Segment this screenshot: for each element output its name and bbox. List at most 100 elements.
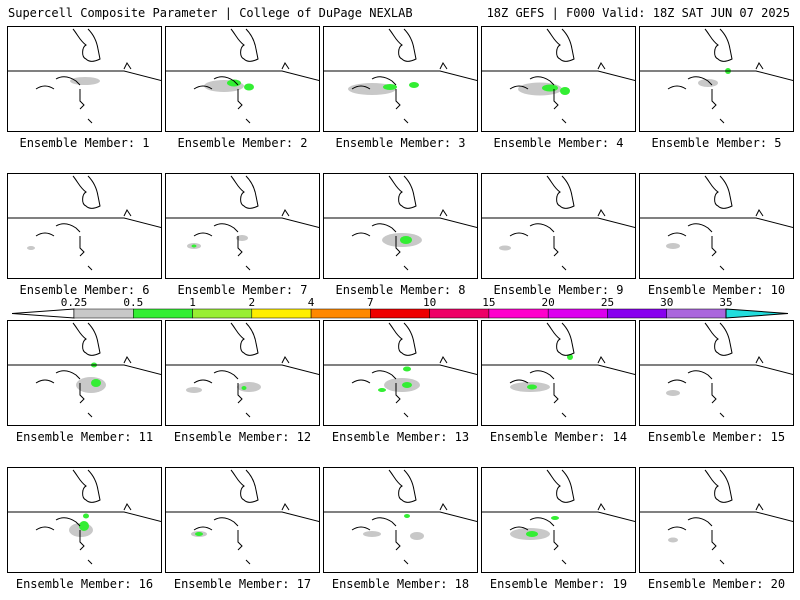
scp-1-2 xyxy=(404,514,410,518)
scp-1-2 xyxy=(244,83,254,91)
chart-title: Supercell Composite Parameter | College … xyxy=(8,6,413,20)
member-label: Ensemble Member: 6 xyxy=(19,283,150,297)
scp-1-2 xyxy=(79,521,89,531)
member-map xyxy=(640,28,793,124)
member-map xyxy=(166,28,319,124)
member-panel xyxy=(323,26,478,132)
scp-1-2 xyxy=(409,82,419,88)
member-panel xyxy=(323,320,478,426)
member-panel xyxy=(639,26,794,132)
valid-time: 18Z GEFS | F000 Valid: 18Z SAT JUN 07 20… xyxy=(486,6,790,20)
member-map xyxy=(166,322,319,418)
member-panel xyxy=(165,320,320,426)
member-map xyxy=(324,28,477,124)
member-label: Ensemble Member: 1 xyxy=(19,136,150,150)
member-map xyxy=(8,322,161,418)
scp-0.5-1 xyxy=(237,382,261,392)
scp-1-2 xyxy=(402,382,412,388)
member-panel xyxy=(639,320,794,426)
colorbar-tick-label: 35 xyxy=(719,296,732,309)
member-map xyxy=(166,469,319,565)
colorbar-bin xyxy=(607,308,667,319)
scp-1-2 xyxy=(526,531,538,537)
colorbar-bin xyxy=(73,308,134,319)
colorbar-tick-label: 30 xyxy=(660,296,673,309)
member-map xyxy=(482,469,635,565)
scp-0.5-1 xyxy=(186,387,202,393)
member-label: Ensemble Member: 19 xyxy=(489,577,628,591)
colorbar-tick-label: 1 xyxy=(189,296,196,309)
scp-1-2 xyxy=(403,366,411,372)
member-label: Ensemble Member: 4 xyxy=(493,136,624,150)
scp-0.5-1 xyxy=(70,77,100,85)
member-panel xyxy=(165,173,320,279)
member-label: Ensemble Member: 16 xyxy=(15,577,154,591)
scp-1-2 xyxy=(241,386,247,390)
colorbar-tick-label: 7 xyxy=(367,296,374,309)
member-panel xyxy=(323,467,478,573)
member-panel xyxy=(639,173,794,279)
member-panel xyxy=(7,173,162,279)
colorbar-tick-label: 4 xyxy=(308,296,315,309)
member-map xyxy=(166,175,319,271)
member-label: Ensemble Member: 8 xyxy=(335,283,466,297)
scp-0.5-1 xyxy=(666,243,680,249)
colorbar-bin xyxy=(488,308,549,319)
member-label: Ensemble Member: 9 xyxy=(493,283,624,297)
colorbar-tick-label: 0.25 xyxy=(61,296,88,309)
member-label: Ensemble Member: 10 xyxy=(647,283,786,297)
member-map xyxy=(8,175,161,271)
colorbar: 0.25 0.5 1 2 4 7 10 15 20 25 30 35 xyxy=(12,296,788,319)
colorbar-tick-label: 25 xyxy=(601,296,614,309)
member-panel xyxy=(323,173,478,279)
member-map xyxy=(8,28,161,124)
member-label: Ensemble Member: 17 xyxy=(173,577,312,591)
scp-1-2 xyxy=(560,87,570,95)
scp-0.5-1 xyxy=(363,531,381,537)
colorbar-tick-label: 10 xyxy=(423,296,436,309)
member-map xyxy=(640,469,793,565)
colorbar-bin xyxy=(192,308,253,319)
member-map xyxy=(640,322,793,418)
scp-1-2 xyxy=(195,532,203,536)
colorbar-bin xyxy=(429,308,490,319)
member-panel xyxy=(7,320,162,426)
member-label: Ensemble Member: 15 xyxy=(647,430,786,444)
member-label: Ensemble Member: 11 xyxy=(15,430,154,444)
member-label: Ensemble Member: 5 xyxy=(651,136,782,150)
member-label: Ensemble Member: 18 xyxy=(331,577,470,591)
member-panel xyxy=(639,467,794,573)
member-label: Ensemble Member: 14 xyxy=(489,430,628,444)
scp-1-2 xyxy=(383,84,397,90)
member-map xyxy=(8,469,161,565)
member-map xyxy=(482,322,635,418)
colorbar-tick-label: 2 xyxy=(249,296,256,309)
scp-1-2 xyxy=(542,84,558,92)
colorbar-low-arrow xyxy=(12,308,75,319)
colorbar-bin xyxy=(370,308,430,319)
colorbar-tick-label: 15 xyxy=(482,296,495,309)
member-label: Ensemble Member: 3 xyxy=(335,136,466,150)
scp-1-2 xyxy=(83,513,89,519)
scp-1-2 xyxy=(191,244,197,248)
scp-1-2 xyxy=(400,236,412,244)
colorbar-bin xyxy=(666,308,727,319)
member-map xyxy=(640,175,793,271)
scp-0.5-1 xyxy=(698,79,718,87)
member-label: Ensemble Member: 2 xyxy=(177,136,308,150)
member-label: Ensemble Member: 20 xyxy=(647,577,786,591)
scp-1-2 xyxy=(378,388,386,392)
member-label: Ensemble Member: 12 xyxy=(173,430,312,444)
scp-0.5-1 xyxy=(410,532,424,540)
colorbar-high-arrow xyxy=(725,308,788,319)
scp-1-2 xyxy=(527,384,537,390)
member-map xyxy=(324,175,477,271)
colorbar-bin xyxy=(547,308,608,319)
member-label: Ensemble Member: 13 xyxy=(331,430,470,444)
member-label: Ensemble Member: 7 xyxy=(177,283,308,297)
scp-0.5-1 xyxy=(27,246,35,250)
member-panel xyxy=(481,173,636,279)
member-panel xyxy=(165,467,320,573)
colorbar-tick-label: 0.5 xyxy=(123,296,143,309)
scp-0.5-1 xyxy=(499,245,511,251)
